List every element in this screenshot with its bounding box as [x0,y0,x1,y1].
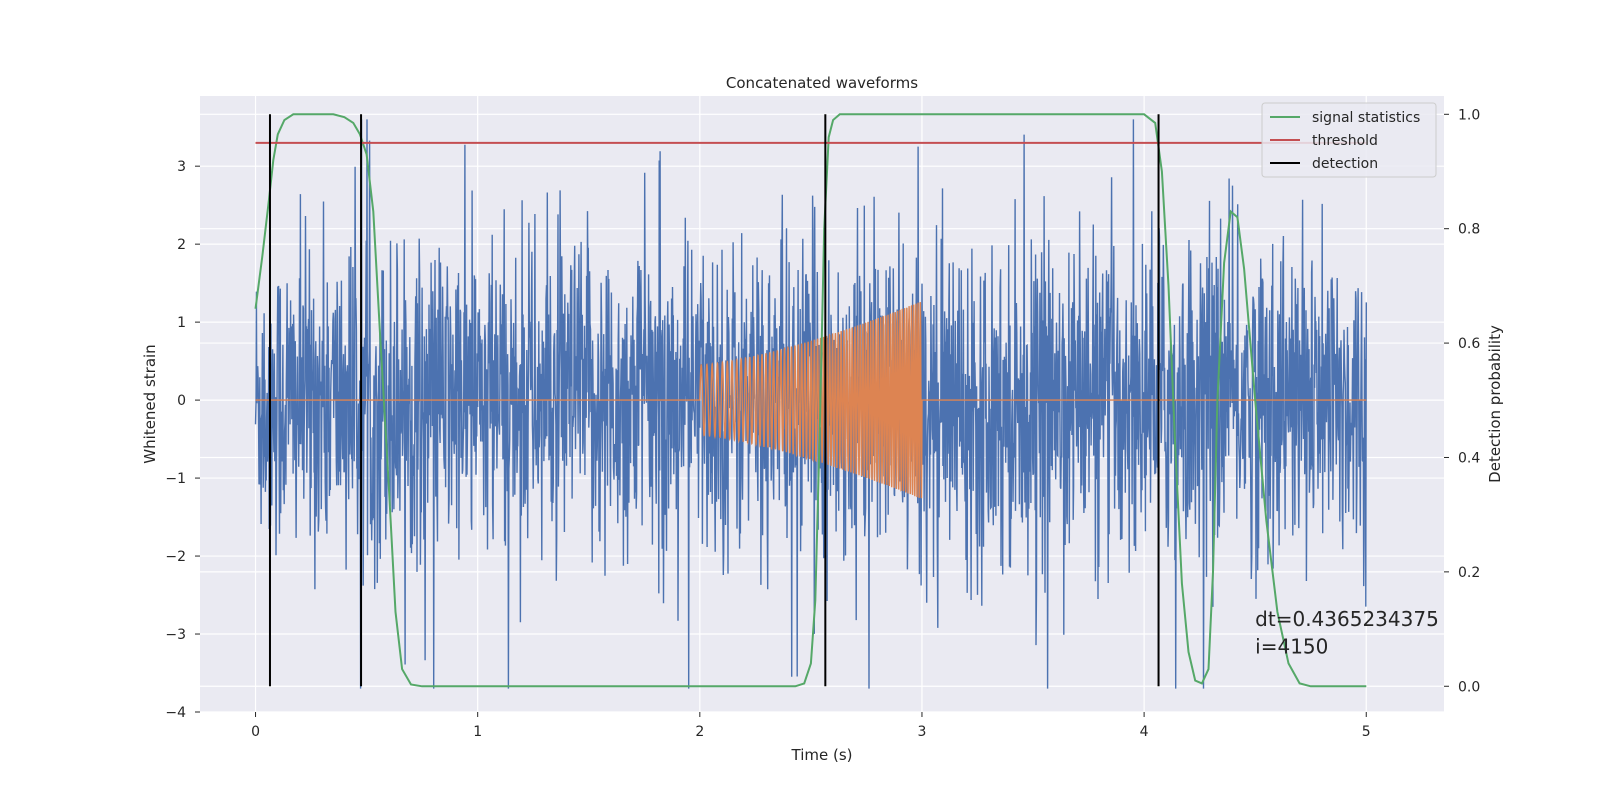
y-tick-label-left: 2 [177,237,186,253]
y-tick-label-left: 3 [177,159,186,175]
ticks: 0 1 2 3 4 5 −4 −3 −2 −1 0 1 2 3 0.0 0.2 0.4 0.6 0.8 1.0 [165,107,1480,740]
x-tick-label: 5 [1362,724,1371,740]
x-tick-label: 4 [1140,724,1149,740]
y-tick-label-left: −3 [165,627,186,643]
legend: signal statistics threshold detection [1261,102,1437,178]
legend-entry: threshold [1312,133,1378,149]
legend-entry: signal statistics [1312,110,1420,126]
y-tick-label-right: 0.6 [1458,336,1480,352]
y-tick-label-left: 0 [177,393,186,409]
annotation-text: i=4150 [1255,635,1328,659]
x-axis-label: Time (s) [791,746,853,764]
legend-box [1261,102,1437,178]
legend-entry: detection [1312,156,1378,172]
annotation-text: dt=0.4365234375 [1255,607,1439,631]
y-tick-label-right: 0.8 [1458,222,1480,238]
axes-text: Concatenated waveforms Time (s) Whitened… [141,74,1504,764]
x-tick-label: 1 [473,724,482,740]
y-tick-label-right: 0.0 [1458,679,1480,695]
y-axis-label-right: Detection probability [1486,325,1504,483]
signal-statistics-line [254,113,1367,688]
y-tick-label-left: −2 [165,549,186,565]
y-tick-label-left: −1 [165,471,186,487]
x-tick-label: 3 [918,724,927,740]
chirp-series-line [255,302,1367,499]
annotations: dt=0.4365234375 i=4150 [1255,607,1439,658]
chart-title: Concatenated waveforms [726,74,918,92]
traces [254,113,1367,689]
y-tick-label-left: −4 [165,705,186,721]
y-tick-label-right: 1.0 [1458,107,1480,123]
y-axis-label-left: Whitened strain [141,344,159,463]
y-tick-label-left: 1 [177,315,186,331]
x-tick-label: 0 [251,724,260,740]
y-tick-label-right: 0.2 [1458,565,1480,581]
x-tick-label: 2 [695,724,704,740]
y-tick-label-right: 0.4 [1458,450,1480,466]
